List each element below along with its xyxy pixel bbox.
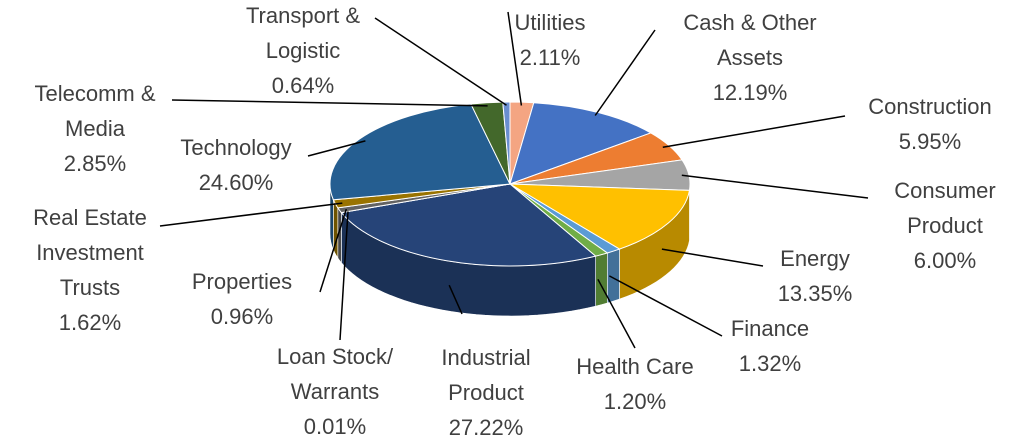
slice-side-finance	[606, 248, 620, 304]
leader-line-construction	[662, 115, 846, 149]
pie-sides	[329, 183, 691, 317]
data-label-utilities: Utilities 2.11%	[515, 10, 586, 70]
leader-line-energy	[661, 248, 764, 267]
data-label-health-care: Health Care 1.20%	[576, 354, 693, 414]
leader-line-cash-other-assets	[594, 29, 656, 116]
slice-labels: Utilities 2.11% Cash & Other Assets 12.19% Co…	[33, 3, 996, 440]
leader-line-loan-stock-warrants	[339, 211, 349, 341]
data-label-transport-logistic: Transport & Logistic 0.64%	[246, 3, 360, 98]
data-label-construction: Construction 5.95%	[868, 94, 992, 154]
slice-side-health-care	[595, 252, 608, 307]
slice-technology	[329, 103, 511, 201]
slice-industrial-product	[340, 183, 597, 267]
leader-line-health-care	[597, 278, 636, 349]
slice-cash-other-assets	[509, 102, 652, 185]
leader-line-utilities	[507, 11, 523, 106]
leader-line-real-estate-investment-trusts	[159, 202, 343, 227]
leader-line-transport-logistic	[374, 17, 507, 106]
pie-slices	[329, 101, 691, 267]
data-label-energy: Energy 13.35%	[778, 246, 853, 306]
leader-line-industrial-product	[448, 284, 463, 315]
leader-line-properties	[319, 208, 348, 293]
data-label-properties: Properties 0.96%	[192, 269, 292, 329]
leader-line-technology	[307, 140, 366, 157]
data-label-consumer-product: Consumer Product 6.00%	[894, 178, 995, 273]
slice-energy	[509, 183, 691, 250]
leader-lines	[159, 11, 869, 349]
data-label-finance: Finance 1.32%	[731, 316, 809, 376]
data-label-technology: Technology 24.60%	[180, 135, 291, 195]
data-label-loan-stock-warrants: Loan Stock/Warrants 0.01%	[277, 344, 394, 439]
leader-line-telecomm-media	[171, 99, 488, 107]
leader-line-consumer-product	[681, 174, 869, 199]
data-label-cash-other-assets: Cash & Other Assets 12.19%	[683, 10, 816, 105]
data-label-real-estate-investment-trusts: Real Estate Investment Trusts 1.62%	[33, 205, 147, 335]
leader-line-finance	[608, 275, 723, 337]
data-label-industrial-product: Industrial Product 27.22%	[441, 345, 530, 440]
data-label-telecomm-media: Telecomm & Media 2.85%	[34, 81, 155, 176]
